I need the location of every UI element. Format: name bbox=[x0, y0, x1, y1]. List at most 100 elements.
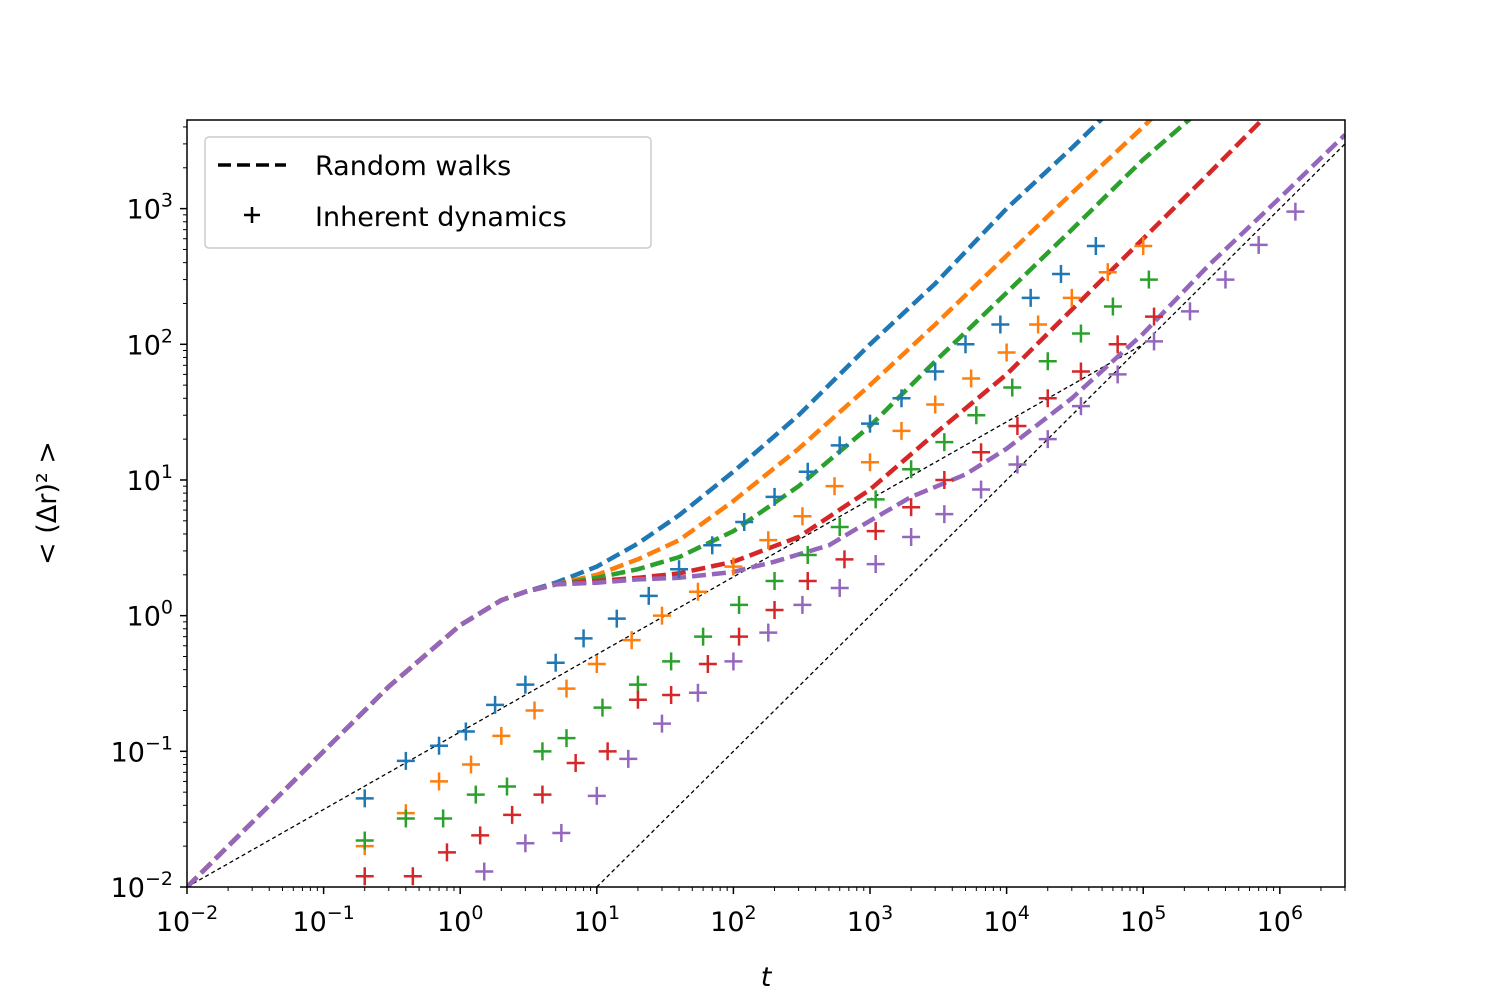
inherent-point-purple bbox=[935, 505, 954, 524]
inherent-point-green bbox=[1139, 270, 1158, 289]
inherent-point-green bbox=[1003, 378, 1022, 397]
inherent-point-green bbox=[434, 809, 453, 828]
x-tick-label: 100 bbox=[437, 902, 483, 938]
inherent-point-red bbox=[662, 686, 681, 705]
x-tick-label: 102 bbox=[710, 902, 756, 938]
inherent-point-red bbox=[566, 754, 585, 773]
inherent-point-red bbox=[1008, 416, 1027, 435]
inherent-point-green bbox=[466, 785, 485, 804]
inherent-point-blue bbox=[456, 722, 475, 741]
inherent-point-green bbox=[935, 433, 954, 452]
inherent-point-purple bbox=[1286, 202, 1305, 221]
inherent-point-green bbox=[628, 675, 647, 694]
inherent-point-blue bbox=[607, 609, 626, 628]
legend-box bbox=[204, 136, 652, 249]
inherent-point-orange bbox=[962, 369, 981, 388]
inherent-point-purple bbox=[1008, 455, 1027, 474]
y-tick-label: 102 bbox=[127, 325, 173, 361]
inherent-point-red bbox=[835, 550, 854, 569]
legend-random-walks-label: Random walks bbox=[315, 151, 511, 182]
inherent-point-blue bbox=[798, 462, 817, 481]
inherent-point-red bbox=[1071, 362, 1090, 381]
x-tick-label: 10−2 bbox=[156, 902, 218, 938]
inherent-point-green bbox=[765, 572, 784, 591]
x-tick-label: 105 bbox=[1120, 902, 1166, 938]
inherent-point-blue bbox=[486, 695, 505, 714]
inherent-point-red bbox=[972, 443, 991, 462]
inherent-point-blue bbox=[926, 362, 945, 381]
inherent-point-blue bbox=[355, 789, 374, 808]
inherent-point-red bbox=[1108, 335, 1127, 354]
inherent-point-purple bbox=[1145, 332, 1164, 351]
inherent-point-purple bbox=[1038, 430, 1057, 449]
x-tick-label: 103 bbox=[847, 902, 893, 938]
inherent-point-blue bbox=[574, 629, 593, 648]
inherent-point-red bbox=[698, 655, 717, 674]
inherent-point-purple bbox=[902, 527, 921, 546]
inherent-point-blue bbox=[830, 436, 849, 455]
y-tick-label: 100 bbox=[127, 597, 173, 633]
inherent-point-blue bbox=[1051, 264, 1070, 283]
inherent-point-blue bbox=[861, 414, 880, 433]
inherent-point-red bbox=[1038, 389, 1057, 408]
inherent-point-purple bbox=[830, 578, 849, 597]
inherent-point-red bbox=[437, 843, 456, 862]
legend-plus-marker bbox=[244, 207, 260, 223]
inherent-point-blue bbox=[991, 315, 1010, 334]
inherent-point-purple bbox=[1249, 235, 1268, 254]
inherent-point-purple bbox=[1216, 270, 1235, 289]
inherent-point-green bbox=[593, 698, 612, 717]
inherent-point-orange bbox=[430, 772, 449, 791]
inherent-point-purple bbox=[652, 714, 671, 733]
inherent-point-green bbox=[967, 406, 986, 425]
inherent-point-purple bbox=[866, 555, 885, 574]
y-tick-label: 103 bbox=[127, 190, 173, 226]
inherent-point-red bbox=[798, 572, 817, 591]
inherent-point-green bbox=[497, 777, 516, 796]
inherent-point-green bbox=[396, 809, 415, 828]
inherent-point-blue bbox=[430, 736, 449, 755]
inherent-point-green bbox=[533, 742, 552, 761]
inherent-point-orange bbox=[892, 421, 911, 440]
inherent-point-red bbox=[866, 522, 885, 541]
inherent-point-purple bbox=[552, 824, 571, 843]
inherent-point-green bbox=[557, 729, 576, 748]
inherent-point-red bbox=[935, 470, 954, 489]
reference-line-lower-guide bbox=[596, 143, 1345, 887]
inherent-point-purple bbox=[619, 749, 638, 768]
inherent-point-red bbox=[598, 742, 617, 761]
inherent-point-red bbox=[765, 601, 784, 620]
inherent-point-purple bbox=[759, 623, 778, 642]
inherent-point-orange bbox=[1029, 315, 1048, 334]
inherent-point-green bbox=[355, 831, 374, 850]
inherent-point-green bbox=[662, 652, 681, 671]
inherent-point-orange bbox=[557, 679, 576, 698]
inherent-point-orange bbox=[587, 655, 606, 674]
inherent-point-red bbox=[533, 785, 552, 804]
inherent-point-red bbox=[471, 826, 490, 845]
inherent-point-orange bbox=[759, 531, 778, 550]
inherent-point-orange bbox=[1062, 288, 1081, 307]
y-axis-ticks: 10−2 10−1 100 101 102 103 bbox=[111, 126, 187, 904]
x-tick-label: 101 bbox=[574, 902, 620, 938]
inherent-point-orange bbox=[861, 453, 880, 472]
inherent-point-orange bbox=[1134, 237, 1153, 256]
inherent-point-green bbox=[694, 627, 713, 646]
inherent-point-purple bbox=[516, 834, 535, 853]
inherent-point-blue bbox=[892, 389, 911, 408]
inherent-point-purple bbox=[587, 786, 606, 805]
inherent-point-red bbox=[1145, 307, 1164, 326]
inherent-point-orange bbox=[462, 755, 481, 774]
inherent-point-purple bbox=[1108, 365, 1127, 384]
inherent-point-orange bbox=[525, 701, 544, 720]
reference-lines bbox=[187, 143, 1345, 887]
inherent-point-blue bbox=[956, 335, 975, 354]
inherent-point-red bbox=[902, 498, 921, 517]
inherent-point-blue bbox=[396, 751, 415, 770]
inherent-point-red bbox=[355, 867, 374, 886]
inherent-point-blue bbox=[546, 653, 565, 672]
x-tick-label: 106 bbox=[1257, 902, 1303, 938]
inherent-point-orange bbox=[688, 582, 707, 601]
inherent-point-blue bbox=[703, 536, 722, 555]
